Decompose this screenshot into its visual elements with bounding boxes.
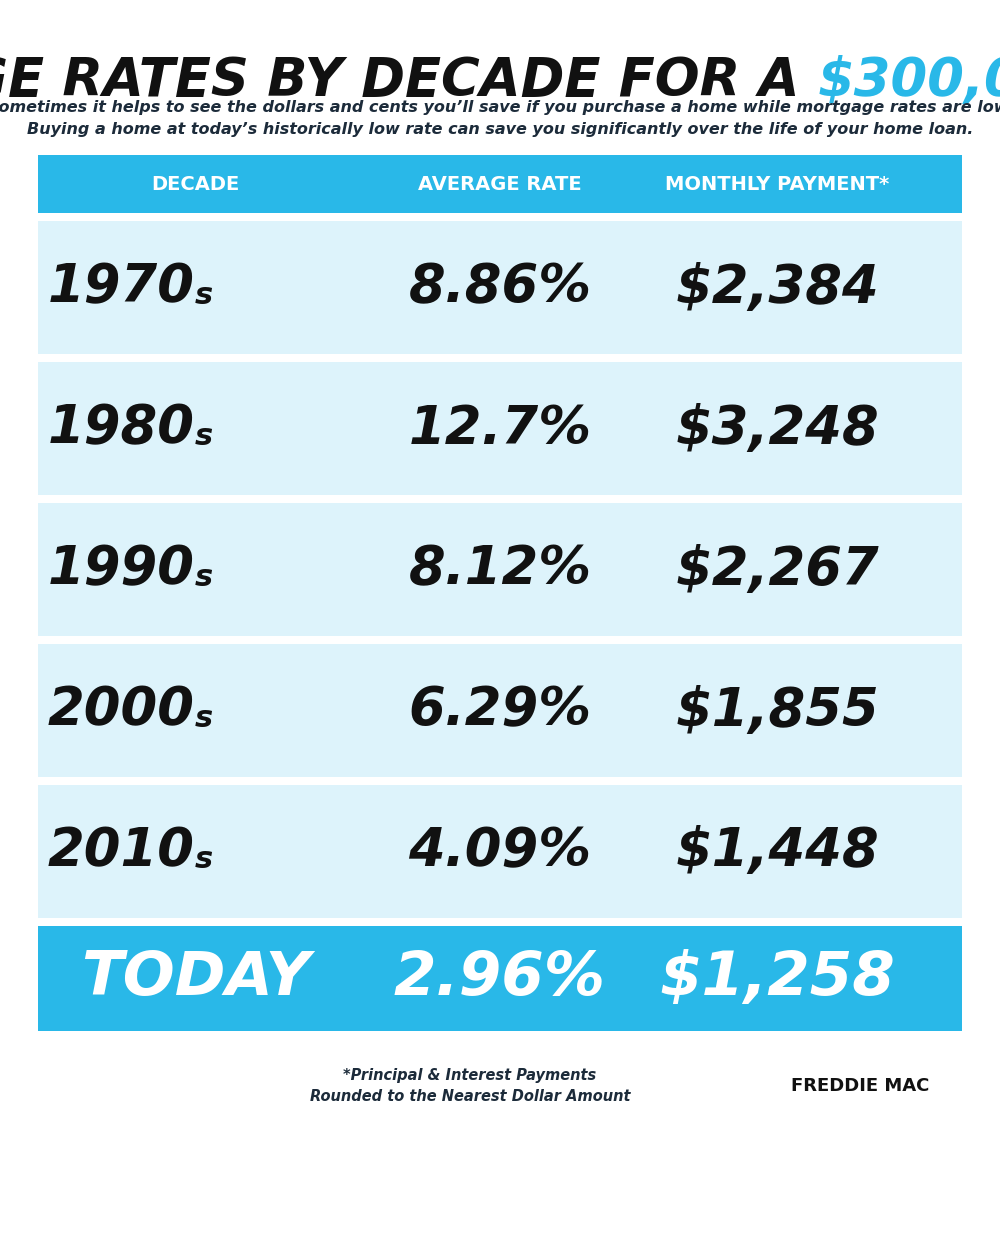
Text: 2.96%: 2.96%: [394, 949, 606, 1008]
Text: 8.86%: 8.86%: [408, 261, 592, 313]
Text: 6.29%: 6.29%: [408, 684, 592, 737]
Text: s: s: [195, 703, 213, 732]
Text: FREDDIE MAC: FREDDIE MAC: [791, 1077, 929, 1095]
Text: $2,384: $2,384: [675, 261, 879, 313]
Text: TODAY: TODAY: [81, 949, 310, 1008]
Bar: [38, 644, 962, 777]
Text: 12.7%: 12.7%: [408, 402, 592, 455]
Text: 2000: 2000: [48, 684, 195, 737]
Text: Buying a home at today’s historically low rate can save you significantly over t: Buying a home at today’s historically lo…: [27, 122, 973, 137]
Text: MONTHLY PAYMENT*: MONTHLY PAYMENT*: [665, 175, 889, 194]
Bar: [38, 221, 962, 353]
Text: s: s: [195, 281, 213, 310]
Text: 1980: 1980: [48, 402, 195, 455]
Text: Sometimes it helps to see the dollars and cents you’ll save if you purchase a ho: Sometimes it helps to see the dollars an…: [0, 100, 1000, 115]
Text: AVERAGE RATE: AVERAGE RATE: [418, 175, 582, 194]
Text: $300,000: $300,000: [818, 55, 1000, 107]
Bar: [38, 926, 962, 1030]
Text: s: s: [195, 844, 213, 873]
Text: 2010: 2010: [48, 826, 195, 878]
Text: MORTGAGE RATES BY DECADE FOR A: MORTGAGE RATES BY DECADE FOR A: [0, 55, 818, 107]
Text: $3,248: $3,248: [675, 402, 879, 455]
Text: 8.12%: 8.12%: [408, 543, 592, 596]
Text: s: s: [195, 421, 213, 451]
Text: 4.09%: 4.09%: [408, 826, 592, 878]
Text: $2,267: $2,267: [675, 543, 879, 596]
Text: $1,258: $1,258: [659, 949, 895, 1008]
Text: s: s: [195, 562, 213, 592]
Text: DECADE: DECADE: [151, 175, 239, 194]
Text: *Principal & Interest Payments
Rounded to the Nearest Dollar Amount: *Principal & Interest Payments Rounded t…: [310, 1068, 630, 1104]
Bar: [38, 155, 962, 214]
Text: 1990: 1990: [48, 543, 195, 596]
Bar: [38, 503, 962, 636]
Bar: [38, 786, 962, 918]
Text: $1,855: $1,855: [675, 684, 879, 737]
Text: $1,448: $1,448: [675, 826, 879, 878]
Bar: [38, 362, 962, 495]
Text: 1970: 1970: [48, 261, 195, 313]
